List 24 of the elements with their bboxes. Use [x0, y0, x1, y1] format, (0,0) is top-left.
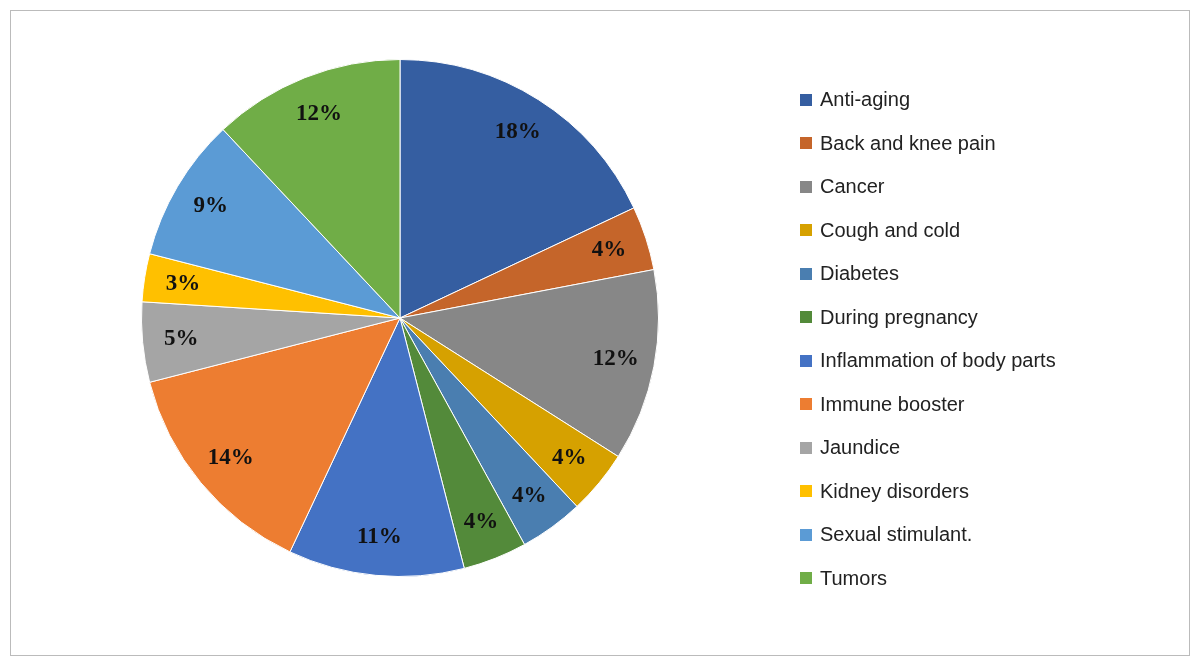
data-label: 5% — [164, 324, 199, 350]
legend-label: Cancer — [820, 175, 885, 199]
data-label: 18% — [494, 118, 541, 144]
legend-label: Immune booster — [820, 392, 965, 416]
data-label: 14% — [207, 444, 254, 469]
data-label: 4% — [463, 508, 499, 534]
legend-label: Sexual stimulant. — [820, 523, 973, 547]
data-label: 3% — [165, 269, 201, 295]
legend-label: Cough and cold — [820, 218, 961, 242]
data-label: 12% — [296, 99, 343, 125]
legend-label: Tumors — [820, 566, 888, 590]
legend-label: Inflammation of body parts — [820, 349, 1056, 373]
data-label: 4% — [552, 444, 587, 469]
data-label: 11% — [356, 522, 402, 548]
legend-label: Diabetes — [820, 262, 899, 286]
data-label: 9% — [193, 192, 229, 218]
legend-label: Kidney disorders — [820, 479, 969, 503]
legend-label: During pregnancy — [820, 305, 978, 329]
legend-label: Anti-aging — [820, 88, 911, 112]
legend-label: Jaundice — [820, 436, 901, 460]
data-label: 4% — [511, 481, 547, 507]
legend-label: Back and knee pain — [820, 131, 996, 155]
data-label: 4% — [591, 236, 627, 262]
data-label: 12% — [592, 345, 639, 371]
